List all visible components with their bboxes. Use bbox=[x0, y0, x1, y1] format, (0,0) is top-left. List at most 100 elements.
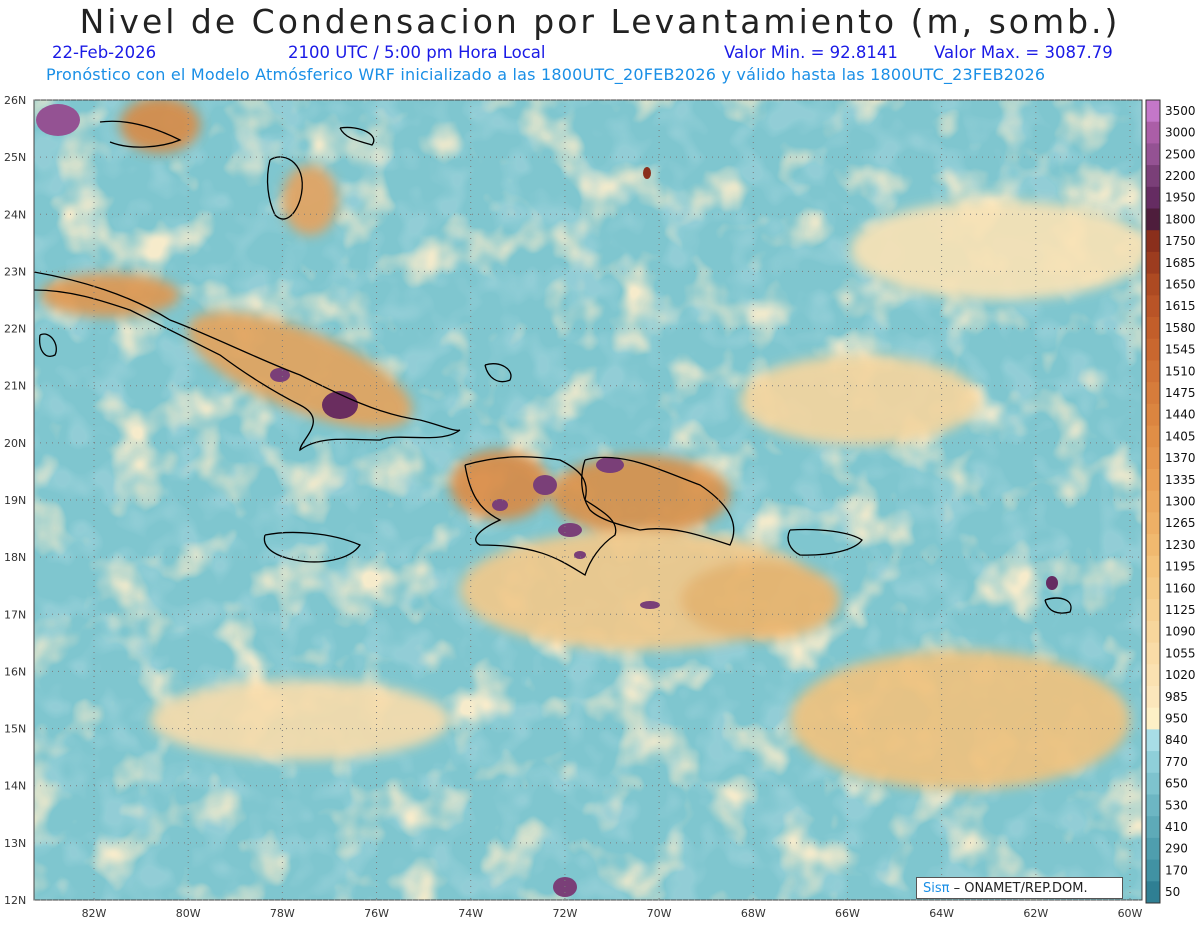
lon-tick-label: 60W bbox=[1118, 907, 1143, 920]
colorbar-swatch bbox=[1146, 599, 1160, 622]
colorbar-label: 1475 bbox=[1165, 386, 1196, 400]
min-value: Valor Min. = 92.8141 bbox=[724, 43, 898, 62]
condensation-field bbox=[34, 100, 1142, 900]
colorbar-label: 1685 bbox=[1165, 256, 1196, 270]
colorbar-swatch bbox=[1146, 425, 1160, 448]
colorbar-swatch bbox=[1146, 512, 1160, 535]
max-value: Valor Max. = 3087.79 bbox=[934, 43, 1113, 62]
lon-tick-label: 80W bbox=[176, 907, 201, 920]
lon-tick-label: 82W bbox=[82, 907, 107, 920]
lat-tick-label: 20N bbox=[4, 437, 26, 450]
colorbar-label: 2500 bbox=[1165, 147, 1196, 161]
sispi-logo: Sisπ bbox=[923, 881, 950, 896]
colorbar-swatch bbox=[1146, 273, 1160, 296]
lat-tick-label: 15N bbox=[4, 723, 26, 736]
lon-tick-label: 70W bbox=[647, 907, 672, 920]
colorbar-label: 770 bbox=[1165, 755, 1188, 769]
colorbar-label: 1055 bbox=[1165, 646, 1196, 660]
colorbar-swatch bbox=[1146, 251, 1160, 275]
colorbar-label: 1950 bbox=[1165, 191, 1196, 205]
colorbar-swatch bbox=[1146, 490, 1160, 513]
lat-tick-label: 21N bbox=[4, 380, 26, 393]
colorbar-label: 950 bbox=[1165, 712, 1188, 726]
longitude-ticks: 82W 80W 78W 76W 74W 72W 70W 68W 66W 64W 62W 60W bbox=[82, 907, 1143, 920]
colorbar-swatch bbox=[1146, 468, 1160, 492]
colorbar-swatch bbox=[1146, 881, 1160, 904]
colorbar-label: 1580 bbox=[1165, 321, 1196, 335]
colorbar-swatch bbox=[1146, 751, 1160, 774]
colorbar-label: 985 bbox=[1165, 690, 1188, 704]
latitude-ticks: 26N 25N 24N 23N 22N 21N 20N 19N 18N 17N 16N 15N 14N 1… bbox=[4, 94, 26, 907]
colorbar-label: 650 bbox=[1165, 777, 1188, 791]
colorbar-label: 1510 bbox=[1165, 364, 1196, 378]
colorbar-swatch bbox=[1146, 816, 1160, 839]
lon-tick-label: 76W bbox=[364, 907, 389, 920]
lat-tick-label: 22N bbox=[4, 323, 26, 336]
lat-tick-label: 24N bbox=[4, 208, 26, 221]
colorbar-swatch bbox=[1146, 208, 1160, 231]
colorbar-swatch bbox=[1146, 664, 1160, 687]
colorbar-swatch bbox=[1146, 403, 1160, 427]
colorbar-label: 1650 bbox=[1165, 277, 1196, 291]
colorbar-label: 1750 bbox=[1165, 234, 1196, 248]
colorbar-swatch bbox=[1146, 642, 1160, 665]
colorbar-swatch bbox=[1146, 100, 1160, 123]
credit-text: – ONAMET/REP.DOM. bbox=[953, 881, 1088, 896]
colorbar-swatch bbox=[1146, 382, 1160, 405]
lon-tick-label: 62W bbox=[1023, 907, 1048, 920]
colorbar-swatch bbox=[1146, 837, 1160, 861]
colorbar-swatch bbox=[1146, 317, 1160, 340]
colorbar-swatch bbox=[1146, 794, 1160, 817]
lat-tick-label: 23N bbox=[4, 265, 26, 278]
colorbar-label: 1230 bbox=[1165, 538, 1196, 552]
lon-tick-label: 72W bbox=[552, 907, 577, 920]
colorbar-label: 1300 bbox=[1165, 495, 1196, 509]
colorbar-swatch bbox=[1146, 295, 1160, 318]
lat-tick-label: 25N bbox=[4, 151, 26, 164]
high-lcl-cores bbox=[36, 104, 1058, 897]
colorbar-label: 840 bbox=[1165, 733, 1188, 747]
lon-tick-label: 64W bbox=[929, 907, 954, 920]
colorbar-label: 3000 bbox=[1165, 126, 1196, 140]
lon-tick-label: 68W bbox=[741, 907, 766, 920]
lon-tick-label: 78W bbox=[270, 907, 295, 920]
colorbar-swatch bbox=[1146, 859, 1160, 882]
coastlines bbox=[34, 120, 1072, 614]
colorbar-label: 1335 bbox=[1165, 473, 1196, 487]
colorbar-swatch bbox=[1146, 230, 1160, 253]
lat-tick-label: 14N bbox=[4, 780, 26, 793]
lat-tick-label: 26N bbox=[4, 94, 26, 107]
colorbar-label: 170 bbox=[1165, 863, 1188, 877]
colorbar-label: 1020 bbox=[1165, 668, 1196, 682]
colorbar-label: 1615 bbox=[1165, 299, 1196, 313]
colorbar-swatch bbox=[1146, 685, 1160, 709]
lon-tick-label: 66W bbox=[835, 907, 860, 920]
colorbar-label: 1090 bbox=[1165, 625, 1196, 639]
colorbar-label: 410 bbox=[1165, 820, 1188, 834]
lat-tick-label: 12N bbox=[4, 894, 26, 907]
colorbar-label: 2200 bbox=[1165, 169, 1196, 183]
lon-tick-label: 74W bbox=[458, 907, 483, 920]
colorbar-label: 1545 bbox=[1165, 343, 1196, 357]
lat-tick-label: 17N bbox=[4, 608, 26, 621]
credit-box: Sisπ – ONAMET/REP.DOM. bbox=[916, 877, 1123, 899]
lat-tick-label: 18N bbox=[4, 551, 26, 564]
forecast-date: 22-Feb-2026 bbox=[52, 43, 157, 62]
colorbar-swatch bbox=[1146, 186, 1160, 210]
colorbar-swatch bbox=[1146, 447, 1160, 470]
colorbar-swatch bbox=[1146, 555, 1160, 578]
graticule bbox=[34, 99, 1142, 901]
colorbar-label: 530 bbox=[1165, 798, 1188, 812]
colorbar-swatch bbox=[1146, 143, 1160, 166]
colorbar-swatch bbox=[1146, 620, 1160, 644]
colorbar-swatch bbox=[1146, 338, 1160, 361]
colorbar-label: 50 bbox=[1165, 885, 1180, 899]
colorbar-label: 290 bbox=[1165, 842, 1188, 856]
colorbar-swatch bbox=[1146, 707, 1160, 730]
colorbar-swatch bbox=[1146, 577, 1160, 600]
colorbar-label: 1370 bbox=[1165, 451, 1196, 465]
colorbar-swatch bbox=[1146, 165, 1160, 188]
colorbar-label: 1800 bbox=[1165, 212, 1196, 226]
colorbar-label: 1265 bbox=[1165, 516, 1196, 530]
